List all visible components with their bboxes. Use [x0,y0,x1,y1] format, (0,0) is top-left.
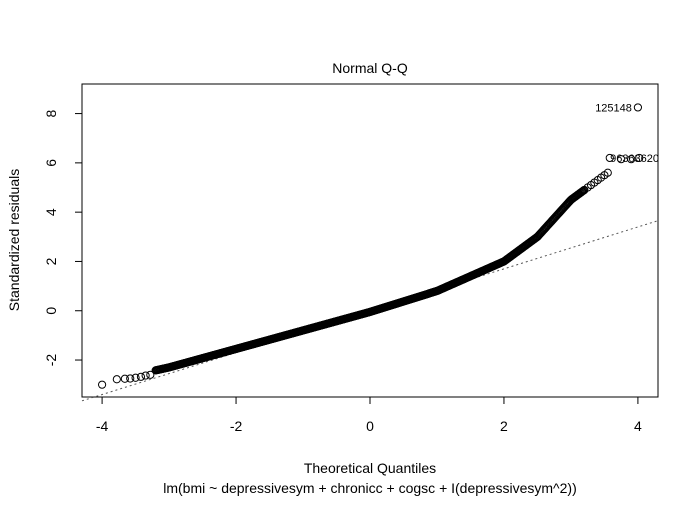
qq-point [126,374,135,383]
x-tick-label: -2 [230,418,243,434]
qq-outlier-point [627,155,636,164]
qq-point [603,168,612,177]
point-labels: 125148 96363620 [595,102,659,165]
x-axis-label: Theoretical Quantiles [304,460,436,476]
qq-point [136,372,146,381]
x-tick-label: 4 [634,418,642,434]
x-tick-label: -4 [96,418,109,434]
qq-point [141,371,150,380]
y-tick-label: -2 [43,354,59,367]
qq-point [578,187,587,196]
outlier-label-overlap: 96363620 [610,153,659,165]
qq-point [97,380,107,389]
qq-outlier-point [605,153,614,163]
y-axis-label: Standardized residuals [6,169,22,311]
x-tick-label: 0 [366,418,374,434]
qq-outlier-point [617,155,626,164]
qq-point [577,187,586,197]
qq-point [146,370,155,379]
y-tick-label: 4 [43,208,59,216]
plot-frame [81,83,659,398]
qq-point [120,374,129,383]
qq-point [131,373,140,382]
y-tick-label: 2 [43,257,59,265]
y-tick-label: 8 [43,109,59,117]
qq-outlier-point [635,153,644,163]
qq-point [112,375,121,384]
y-tick-label: 6 [43,159,59,167]
x-tick-label: 2 [500,418,508,434]
y-tick-label: 0 [43,307,59,315]
chart-title: Normal Q-Q [332,60,408,76]
outlier-label: 125148 [595,102,632,114]
data-points [97,103,644,389]
qq-outlier-point [633,103,643,112]
axes: -4 -2 0 2 4 -2 0 2 4 6 8 [43,109,642,434]
chart-subtitle: lm(bmi ~ depressivesym + chronicc + cogs… [163,480,576,496]
